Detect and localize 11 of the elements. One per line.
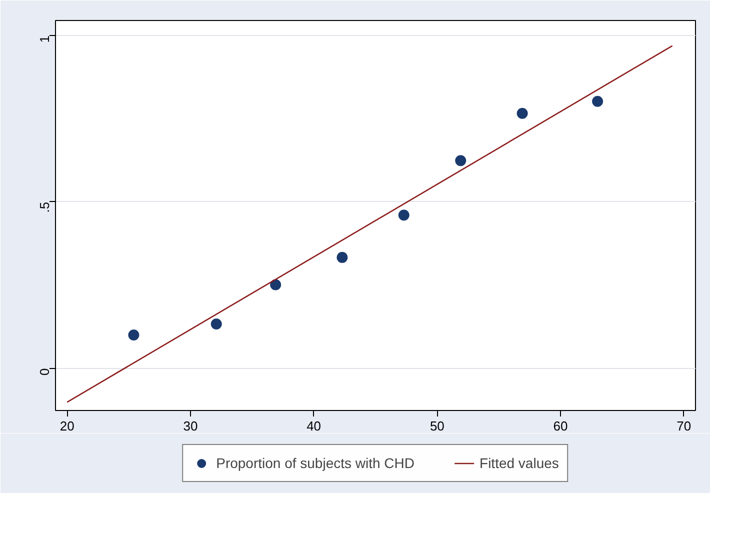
legend-label: Proportion of subjects with CHD: [216, 455, 415, 471]
x-tick-label: 60: [553, 418, 568, 434]
x-tick-label: 30: [183, 418, 198, 434]
legend-label: Fitted values: [480, 455, 559, 471]
y-tick-label: 1: [37, 35, 52, 43]
x-tick-label: 40: [306, 418, 322, 434]
y-tick-label: 0: [37, 368, 52, 376]
x-tick-label: 70: [676, 418, 692, 434]
x-tick-label: 20: [60, 418, 74, 434]
x-tick-label: 50: [430, 418, 444, 434]
y-tick-label: .5: [37, 202, 52, 213]
